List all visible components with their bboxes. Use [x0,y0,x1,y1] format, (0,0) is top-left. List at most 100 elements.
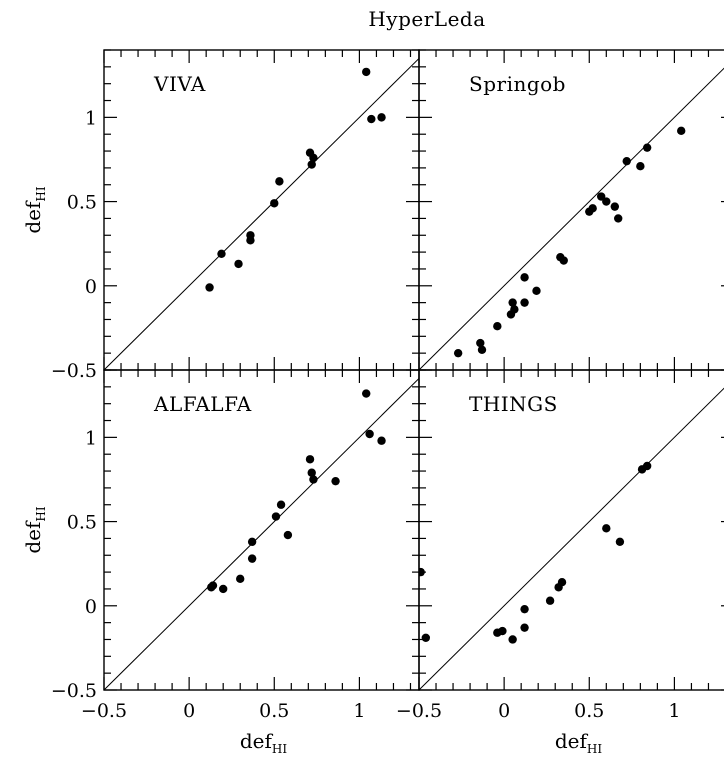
data-point [205,283,214,292]
y-tick-label: −0.5 [51,360,97,382]
data-point [217,249,226,258]
y-tick-label: 0.5 [67,512,97,534]
data-point [275,177,284,186]
data-point [520,604,529,614]
y-tick-label: 0 [85,276,97,298]
y-axis-label: defHI [21,186,48,234]
data-point [677,126,686,136]
panel-frame [103,49,420,371]
panel-frame [418,369,724,691]
data-point [545,596,555,605]
data-point [477,345,487,354]
data-point [622,156,631,166]
data-point [377,113,386,122]
data-points [205,67,386,292]
data-point [246,236,255,245]
x-tick-label: 0 [498,700,510,722]
x-axis-label: defHI [555,729,603,756]
x-tick-label: 1 [668,700,680,722]
data-point [208,581,218,590]
x-tick-label: 0.5 [574,700,604,722]
y-axis-label: defHI [21,506,48,554]
data-point [218,584,228,594]
data-point [508,298,517,307]
data-point [271,512,281,521]
y-tick-label: 0.5 [67,192,97,214]
data-point [602,524,611,533]
panel-springob: Springob [418,49,724,371]
data-point [520,298,529,307]
data-point [421,633,431,642]
panel-frame [418,49,724,371]
data-point [309,475,318,484]
data-point [642,461,652,471]
data-point [614,214,623,223]
data-point [498,626,507,636]
data-point [362,389,371,398]
one-to-one-line [419,67,724,370]
tick-marks [418,369,724,691]
data-points [419,461,652,644]
panel-label: Springob [469,72,566,96]
data-point [234,259,243,269]
data-point [247,554,257,563]
panel-grid: −0.5 0 0.5 1 defHI VIVA Springob −0.5 0 0.5 1 −0.5 0… [21,49,724,756]
data-point [270,199,279,208]
data-point [236,574,245,584]
data-point [588,204,597,213]
panel-alfalfa: −0.5 0 0.5 1 −0.5 0 0.5 1 defHI defHI ALFALFA [21,369,420,756]
data-points [207,389,386,594]
data-point [610,202,620,211]
data-point [283,530,293,540]
y-tick-label: −0.5 [51,680,97,702]
data-point [419,567,425,577]
one-to-one-line [419,387,724,690]
data-point [510,305,519,314]
data-point [247,537,257,546]
data-point [636,162,645,171]
y-tick-label: 1 [85,107,97,129]
data-point [615,537,625,546]
data-point [367,114,376,124]
data-point [493,322,502,331]
panel-frame [103,369,420,691]
tick-marks [418,49,724,371]
data-point [557,578,567,587]
data-point [520,273,529,282]
panel-label: ALFALFA [153,392,252,416]
data-point [508,635,517,644]
x-tick-label: 1 [353,700,365,722]
data-point [309,153,318,162]
data-point [602,197,611,206]
y-tick-label: 1 [85,427,97,449]
panel-things: −0.5 0 0.5 1 defHI THINGS [396,369,724,756]
data-point [453,348,463,358]
y-tick-label: 0 [85,596,97,618]
data-point [365,429,374,439]
one-to-one-line [104,378,419,690]
data-point [476,338,485,348]
panel-viva: −0.5 0 0.5 1 defHI VIVA [21,49,420,382]
data-point [276,500,286,509]
panel-label: THINGS [469,392,558,416]
one-to-one-line [104,58,419,370]
data-point [520,623,529,632]
x-tick-label: −0.5 [81,700,127,722]
x-tick-label: 0.5 [259,700,289,722]
panel-label: VIVA [153,72,206,96]
data-point [307,468,316,477]
x-axis-label: defHI [240,729,288,756]
x-tick-label: −0.5 [396,700,442,722]
x-tick-label: 0 [183,700,195,722]
data-points [453,126,686,358]
tick-marks [103,49,419,371]
tick-marks [103,369,419,691]
data-point [307,160,316,169]
data-point [596,192,606,201]
data-point [362,67,371,77]
data-point [559,256,568,265]
data-point [377,436,386,445]
data-point [331,476,340,486]
data-point [305,455,315,464]
